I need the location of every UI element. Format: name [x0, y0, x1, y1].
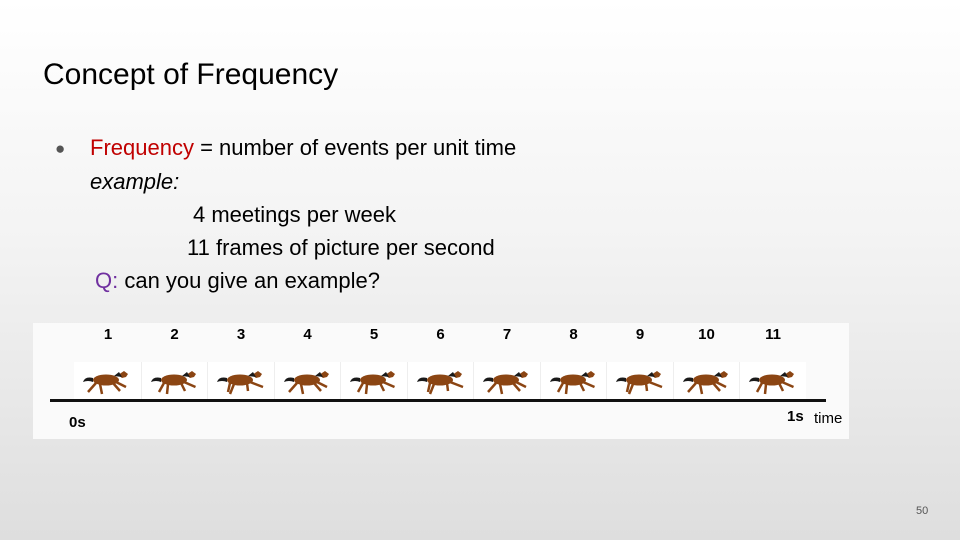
definition-text: = number of events per unit time: [193, 135, 517, 160]
horse-frame: [273, 362, 341, 400]
example-label: example:: [90, 169, 180, 194]
frame-number: 10: [698, 326, 715, 343]
bullet-icon: ●: [55, 139, 66, 158]
horse-icon: [283, 371, 329, 395]
frame-number: 11: [765, 326, 781, 343]
horse-frame: [406, 362, 474, 400]
horse-frame: [739, 362, 806, 400]
frame-number: 9: [635, 326, 645, 343]
frame-number: 4: [303, 326, 312, 343]
frame-number: 7: [502, 326, 512, 343]
frame-number: 5: [369, 326, 379, 343]
horse-icon: [549, 371, 595, 395]
horse-icon: [350, 371, 395, 395]
question-line: Q: can you give an example?: [95, 268, 380, 294]
frames-strip: [74, 362, 806, 400]
frame-number: 8: [569, 326, 578, 343]
question-text: can you give an example?: [118, 268, 380, 293]
horse-icon: [682, 371, 728, 395]
horse-icon: [483, 371, 528, 395]
frame-number: 1: [103, 326, 113, 343]
horse-frame: [140, 362, 208, 400]
slide-title: Concept of Frequency: [43, 58, 339, 91]
horse-icon: [83, 371, 128, 395]
horse-frame: [473, 362, 540, 400]
horse-frame: [340, 362, 407, 400]
horse-frame: [207, 362, 274, 400]
timeline-axis: [50, 399, 826, 402]
example-1: 4 meetings per week: [193, 202, 396, 227]
frequency-term: Frequency: [90, 135, 194, 160]
horse-icon: [217, 371, 264, 395]
horse-frame: [539, 362, 607, 400]
definition-line: Frequency = number of events per unit ti…: [90, 135, 516, 161]
frame-number: 3: [236, 326, 246, 343]
frames-figure: 1 2 3 4 5 6 7 8 9 10 11 0s 1s time: [33, 323, 849, 439]
time-axis-label: time: [814, 410, 843, 427]
horse-frame: [74, 362, 140, 400]
horse-icon: [416, 371, 463, 395]
frame-number: 6: [436, 326, 445, 343]
start-time-label: 0s: [69, 414, 86, 431]
horse-icon: [616, 371, 663, 395]
horse-frame: [672, 362, 740, 400]
horse-frame: [606, 362, 673, 400]
page-number: 50: [916, 505, 929, 517]
example-2: 11 frames of picture per second: [187, 235, 495, 260]
question-prefix: Q:: [95, 268, 119, 293]
horse-icon: [749, 371, 794, 395]
end-time-label: 1s: [787, 408, 804, 425]
horse-icon: [150, 371, 196, 395]
frame-number: 2: [170, 326, 179, 343]
